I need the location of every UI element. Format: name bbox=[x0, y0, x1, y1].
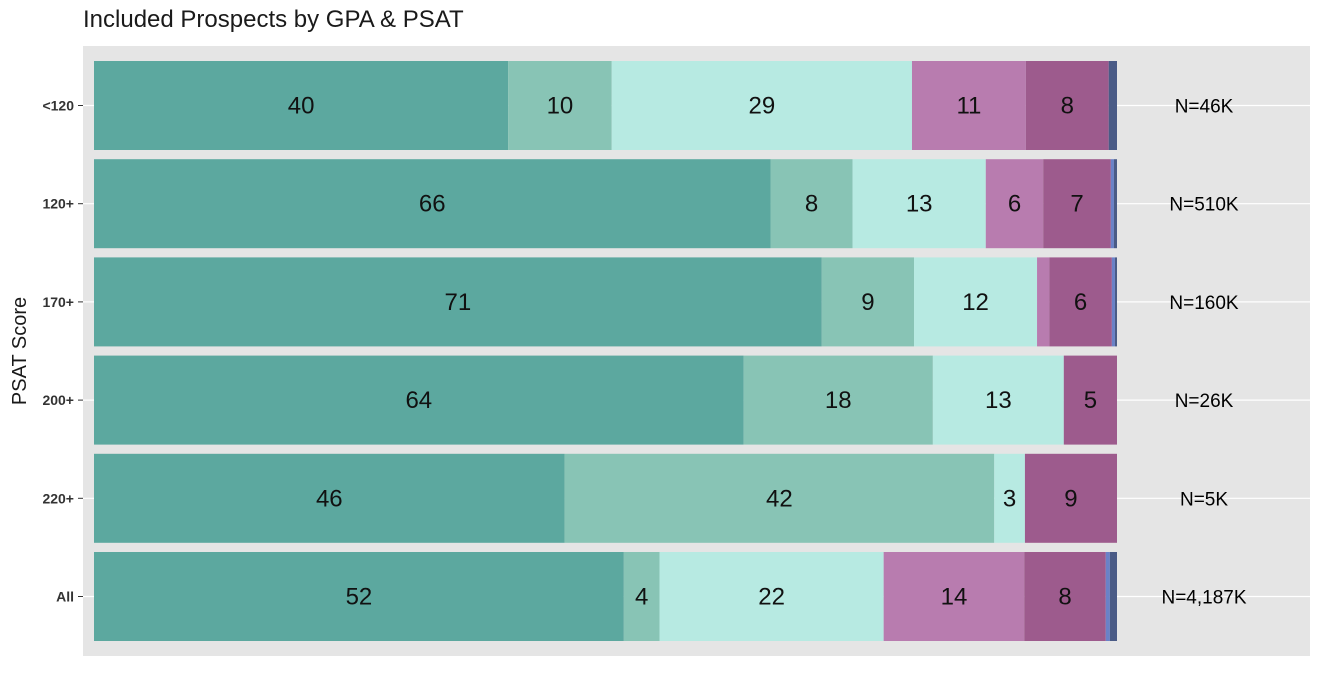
segment-value-label: 13 bbox=[906, 191, 933, 218]
segment-value-label: 9 bbox=[861, 289, 874, 316]
y-tick-label: All bbox=[56, 589, 74, 605]
bar-segment bbox=[985, 159, 1044, 249]
bar-segment bbox=[94, 453, 565, 543]
bar-segment bbox=[1043, 159, 1111, 249]
segment-value-label: 29 bbox=[748, 93, 775, 120]
y-axis-title: PSAT Score bbox=[9, 297, 31, 405]
n-count-label: N=5K bbox=[1180, 489, 1228, 510]
chart-title: Included Prospects by GPA & PSAT bbox=[83, 6, 464, 33]
bar-segment bbox=[1024, 552, 1106, 641]
bar-segment bbox=[611, 61, 912, 150]
y-axis-labels: <120 120+ 170+ 200+ 220+ All bbox=[42, 98, 74, 605]
bar-segment bbox=[1049, 257, 1112, 347]
bar-segment bbox=[770, 159, 853, 249]
bar-segment bbox=[94, 552, 624, 641]
bar-segment bbox=[564, 453, 995, 543]
y-tick-label: <120 bbox=[42, 98, 74, 114]
bar-segment bbox=[852, 159, 986, 249]
bar-segment bbox=[914, 257, 1038, 347]
bar-segment bbox=[883, 552, 1025, 641]
bar-segment bbox=[1114, 257, 1117, 347]
bar-segment bbox=[1024, 453, 1117, 543]
segment-value-label: 8 bbox=[1061, 93, 1074, 120]
bar-segment bbox=[623, 552, 660, 641]
segment-value-label: 7 bbox=[1070, 191, 1083, 218]
segment-value-label: 22 bbox=[758, 584, 785, 611]
y-tick-label: 200+ bbox=[42, 392, 74, 408]
bar-segment bbox=[1109, 552, 1117, 641]
segment-value-label: 14 bbox=[941, 584, 968, 611]
y-tick-label: 220+ bbox=[42, 490, 74, 506]
segment-value-label: 3 bbox=[1003, 485, 1016, 512]
bar-segment bbox=[1110, 159, 1114, 249]
y-tick-label: 120+ bbox=[42, 196, 74, 212]
bar-segment bbox=[1113, 159, 1117, 249]
n-count-label: N=510K bbox=[1169, 195, 1239, 216]
segment-value-label: 42 bbox=[766, 485, 793, 512]
n-count-label: N=46K bbox=[1175, 97, 1234, 118]
segment-value-label: 40 bbox=[288, 93, 315, 120]
n-count-label: N=26K bbox=[1175, 391, 1234, 412]
segment-value-label: 8 bbox=[805, 191, 818, 218]
bar-segment bbox=[1037, 257, 1050, 347]
segment-value-label: 18 bbox=[825, 387, 852, 414]
segment-value-label: 13 bbox=[985, 387, 1012, 414]
bar-segment bbox=[1063, 355, 1117, 445]
bar-segment bbox=[94, 257, 822, 347]
segment-value-label: 52 bbox=[346, 584, 373, 611]
bar-segment bbox=[94, 61, 509, 150]
n-count-label: N=160K bbox=[1169, 293, 1239, 314]
bar-segment bbox=[508, 61, 612, 150]
bar-segment bbox=[659, 552, 884, 641]
bar-segment bbox=[94, 355, 744, 445]
segment-value-label: 4 bbox=[635, 584, 648, 611]
segment-value-label: 8 bbox=[1058, 584, 1071, 611]
segment-value-label: 10 bbox=[547, 93, 574, 120]
bar-segment bbox=[994, 453, 1025, 543]
bar-segment bbox=[94, 159, 771, 249]
bar-segment bbox=[1105, 552, 1110, 641]
bar-segment bbox=[821, 257, 915, 347]
segment-value-label: 9 bbox=[1064, 485, 1077, 512]
bars: 40 10 29 11 8 66 8 13 6 7 71 9 12 6 64 18 13 5 46 42 3 9 52 4 22… bbox=[94, 61, 1117, 641]
segment-value-label: 5 bbox=[1084, 387, 1097, 414]
segment-value-label: 11 bbox=[956, 93, 981, 120]
n-labels: N=46K N=510K N=160K N=26K N=5K N=4,187K bbox=[1161, 97, 1246, 609]
bar-segment bbox=[911, 61, 1026, 150]
bar-segment bbox=[1111, 257, 1115, 347]
n-count-label: N=4,187K bbox=[1161, 588, 1246, 609]
segment-value-label: 66 bbox=[419, 191, 446, 218]
segment-value-label: 12 bbox=[962, 289, 989, 316]
segment-value-label: 6 bbox=[1008, 191, 1021, 218]
segment-value-label: 6 bbox=[1074, 289, 1087, 316]
y-tick-label: 170+ bbox=[42, 294, 74, 310]
bar-segment bbox=[1025, 61, 1109, 150]
bar-segment bbox=[1108, 61, 1117, 150]
bar-segment bbox=[743, 355, 933, 445]
segment-value-label: 71 bbox=[445, 289, 472, 316]
segment-value-label: 46 bbox=[316, 485, 343, 512]
segment-value-label: 64 bbox=[405, 387, 432, 414]
bar-segment bbox=[932, 355, 1064, 445]
